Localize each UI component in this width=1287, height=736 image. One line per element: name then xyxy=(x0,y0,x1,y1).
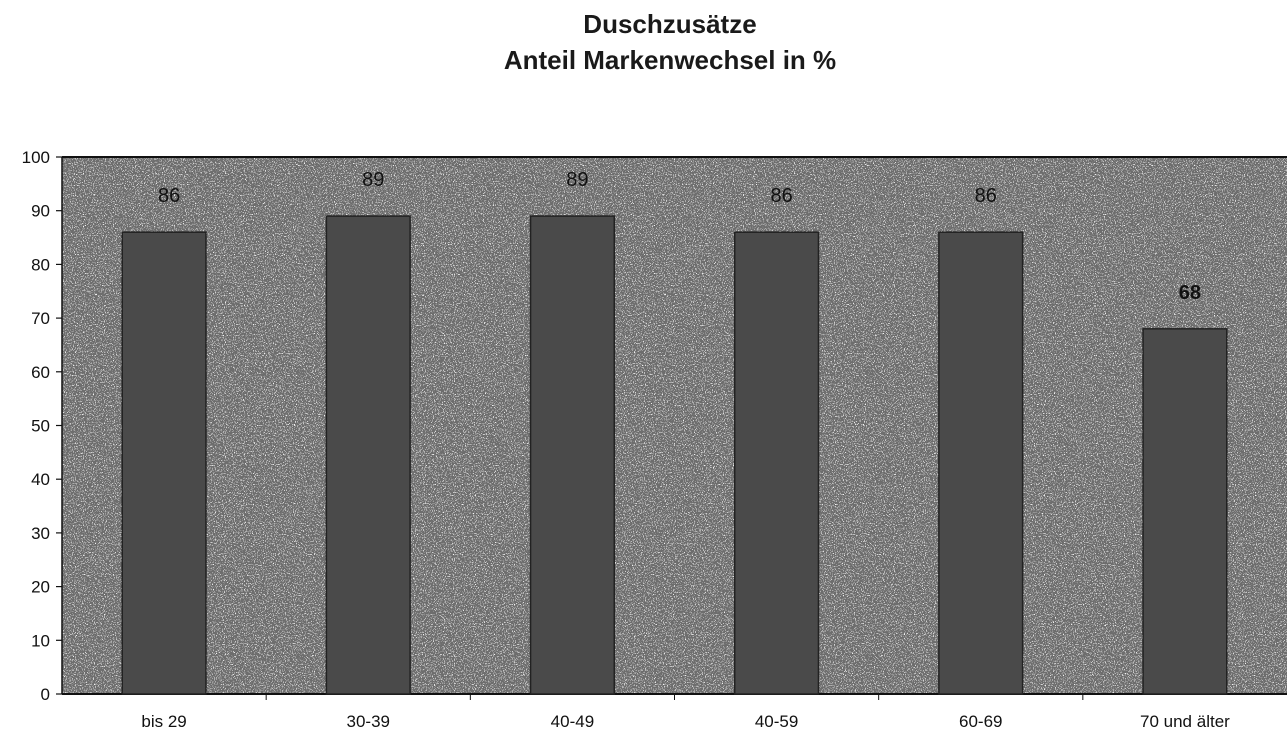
data-label: 86 xyxy=(975,185,997,207)
y-tick-label: 0 xyxy=(41,685,50,704)
data-label: 89 xyxy=(362,169,384,191)
bar xyxy=(1142,328,1228,695)
y-tick-label: 40 xyxy=(31,470,50,489)
data-label: 86 xyxy=(770,185,792,207)
plot-area xyxy=(62,157,1287,694)
x-tick-label: 60-69 xyxy=(959,712,1002,731)
data-label: 89 xyxy=(566,169,588,191)
bar xyxy=(733,231,820,695)
data-label: 68 xyxy=(1179,282,1201,304)
y-tick-label: 100 xyxy=(22,148,50,167)
y-tick-label: 60 xyxy=(31,363,50,382)
x-tick-label: 30-39 xyxy=(347,712,390,731)
y-tick-label: 70 xyxy=(31,309,50,328)
chart-title: Duschzusätze xyxy=(583,9,757,39)
y-tick-label: 30 xyxy=(31,524,50,543)
data-label: 86 xyxy=(158,185,180,207)
bar xyxy=(325,215,411,695)
labels-group: bis 29 86 30-39 89 40-49 89 40-59 86 60-69 86 70 u… xyxy=(141,169,1230,731)
y-tick-label: 10 xyxy=(31,631,50,650)
chart-subtitle: Anteil Markenwechsel in % xyxy=(503,45,837,75)
axes: 0 10 20 30 40 50 60 70 80 90 100 xyxy=(22,148,1287,704)
y-tick-label: 80 xyxy=(31,255,50,274)
x-tick-label: 40-59 xyxy=(755,712,798,731)
plot-texture xyxy=(62,157,1287,694)
bar xyxy=(529,215,616,695)
y-tick-label: 90 xyxy=(31,202,50,221)
chart-title-block: Duschzusätze Anteil Markenwechsel in % xyxy=(0,6,1287,78)
y-tick-label: 50 xyxy=(31,417,50,436)
x-tick-label: 70 und älter xyxy=(1140,712,1230,731)
bar xyxy=(121,231,207,695)
x-tick-label: 40-49 xyxy=(551,712,594,731)
x-tick-label: bis 29 xyxy=(141,712,186,731)
y-tick-label: 20 xyxy=(31,578,50,597)
bars-group xyxy=(121,215,1228,695)
bar xyxy=(938,231,1024,695)
